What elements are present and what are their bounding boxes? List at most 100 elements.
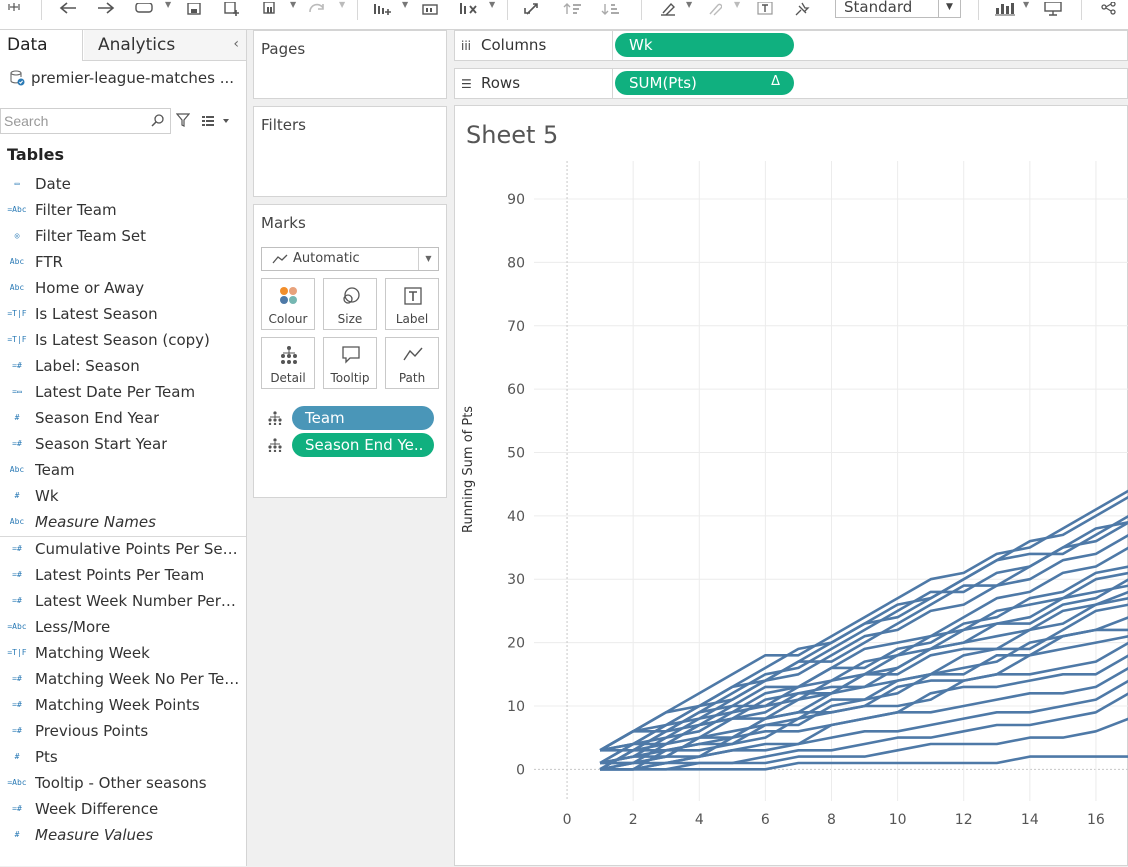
swap-icon[interactable]	[522, 0, 544, 18]
pin-icon[interactable]	[792, 0, 812, 18]
clear-caret-icon[interactable]: ▼	[489, 0, 496, 9]
share-icon[interactable]	[1099, 0, 1119, 18]
show-me-caret-icon[interactable]: ▼	[1023, 0, 1030, 9]
field-item[interactable]: =T|F Matching Week	[0, 641, 246, 667]
series-line[interactable]	[599, 521, 1128, 752]
season-end-year-pill[interactable]: Season End Ye..	[292, 433, 434, 457]
size-button[interactable]: Size	[323, 278, 377, 330]
new-dashboard-icon[interactable]	[261, 0, 279, 18]
field-item[interactable]: ▭ Date	[0, 172, 246, 198]
sheet-title[interactable]: Sheet 5	[466, 121, 559, 149]
field-item[interactable]: # Measure Values	[0, 823, 246, 849]
collapse-pane-icon[interactable]: ‹	[233, 36, 239, 52]
filters-card[interactable]: Filters	[253, 106, 447, 197]
columns-shelf[interactable]: iii Columns Wk	[454, 30, 1128, 61]
series-line[interactable]	[599, 489, 1128, 752]
pages-card[interactable]: Pages	[253, 30, 447, 99]
view-options-icon[interactable]	[202, 116, 230, 126]
tooltip-button[interactable]: Tooltip	[323, 337, 377, 389]
series-line[interactable]	[599, 590, 1128, 765]
sum-pts-pill[interactable]: SUM(Pts) Δ	[615, 71, 794, 95]
series-line[interactable]	[599, 495, 1128, 752]
series-line[interactable]	[599, 666, 1128, 771]
series-line[interactable]	[599, 533, 1128, 765]
field-item[interactable]: =# Latest Week Number Per T...	[0, 589, 246, 615]
field-item[interactable]: # Pts	[0, 745, 246, 771]
field-item[interactable]: =T|F Is Latest Season	[0, 302, 246, 328]
duplicate-icon[interactable]	[421, 0, 441, 18]
tableau-logo-icon[interactable]	[6, 0, 22, 18]
wk-pill[interactable]: Wk	[615, 33, 794, 57]
field-item[interactable]: =# Matching Week Points	[0, 693, 246, 719]
series-line[interactable]	[600, 755, 1128, 771]
presentation-icon[interactable]	[1043, 0, 1063, 18]
clear-icon[interactable]	[458, 0, 480, 18]
colour-button[interactable]: Colour	[261, 278, 315, 330]
field-item[interactable]: Abc FTR	[0, 250, 246, 276]
field-item[interactable]: =▭ Latest Date Per Team	[0, 380, 246, 406]
new-sheet-caret-icon[interactable]: ▼	[290, 0, 297, 9]
show-me-icon[interactable]	[994, 0, 1016, 18]
save-icon[interactable]	[185, 0, 203, 18]
sort-desc-icon[interactable]	[600, 0, 622, 18]
field-item[interactable]: # Wk	[0, 484, 246, 510]
datasource-caret-icon[interactable]: ▼	[165, 0, 172, 9]
series-line[interactable]	[599, 603, 1128, 771]
series-line[interactable]	[599, 514, 1128, 752]
mark-type-select[interactable]: Automatic ▼	[261, 247, 439, 271]
series-line[interactable]	[600, 692, 1128, 771]
tab-analytics[interactable]: Analytics	[84, 30, 246, 60]
line-chart[interactable]: 0 10 20 30 40 50 60 70 80 90 0 2 4 6 8 10 12 14 16	[455, 106, 1128, 867]
refresh-icon[interactable]	[306, 0, 328, 18]
sort-asc-icon[interactable]	[562, 0, 584, 18]
add-data-caret-icon[interactable]: ▼	[402, 0, 409, 9]
path-button[interactable]: Path	[385, 337, 439, 389]
refresh-caret-icon[interactable]: ▼	[339, 0, 346, 9]
fit-select-value: Standard	[844, 0, 913, 16]
field-name: Week Difference	[35, 800, 159, 818]
undo-icon[interactable]	[58, 0, 78, 18]
highlight-icon[interactable]	[658, 0, 678, 18]
field-item[interactable]: =# Previous Points	[0, 719, 246, 745]
field-item[interactable]: =T|F Is Latest Season (copy)	[0, 328, 246, 354]
field-item[interactable]: # Season End Year	[0, 406, 246, 432]
highlight-caret-icon[interactable]: ▼	[686, 0, 693, 9]
series-line[interactable]	[600, 717, 1128, 771]
field-item[interactable]: =Abc Tooltip - Other seasons	[0, 771, 246, 797]
attachment-icon[interactable]	[704, 0, 724, 18]
field-item[interactable]: =# Label: Season	[0, 354, 246, 380]
field-item[interactable]: Abc Team	[0, 458, 246, 484]
datasource-icon[interactable]	[134, 0, 154, 18]
new-sheet-icon[interactable]	[223, 0, 241, 18]
fit-select[interactable]: Standard ▼	[835, 0, 961, 18]
field-item[interactable]: =Abc Filter Team	[0, 198, 246, 224]
team-pill[interactable]: Team	[292, 406, 434, 430]
y-tick-label: 60	[507, 382, 525, 398]
field-item[interactable]: Abc Home or Away	[0, 276, 246, 302]
add-data-icon[interactable]	[372, 0, 394, 18]
field-item[interactable]: =# Latest Points Per Team	[0, 563, 246, 589]
field-item[interactable]: ◎ Filter Team Set	[0, 224, 246, 250]
chevron-down-icon[interactable]: ▼	[938, 0, 960, 17]
label-toggle-icon[interactable]	[755, 0, 775, 18]
search-input[interactable]: Search	[0, 108, 171, 134]
field-item[interactable]: =# Week Difference	[0, 797, 246, 823]
series-line[interactable]	[599, 565, 1128, 765]
series-line[interactable]	[599, 641, 1128, 765]
rows-shelf[interactable]: ☰ Rows SUM(Pts) Δ	[454, 68, 1128, 99]
field-item[interactable]: Abc Measure Names	[0, 510, 246, 536]
series-line[interactable]	[600, 628, 1128, 771]
series-line[interactable]	[600, 654, 1128, 771]
tab-data[interactable]: Data	[0, 30, 83, 61]
datasource-item[interactable]: premier-league-matches ...	[0, 68, 247, 92]
field-item[interactable]: =Abc Less/More	[0, 615, 246, 641]
label-button[interactable]: Label	[385, 278, 439, 330]
redo-icon[interactable]	[96, 0, 116, 18]
field-item[interactable]: =# Cumulative Points Per Seas...	[0, 537, 246, 563]
attachment-caret-icon[interactable]: ▼	[734, 0, 741, 9]
field-item[interactable]: =# Matching Week No Per Tea...	[0, 667, 246, 693]
field-item[interactable]: =# Season Start Year	[0, 432, 246, 458]
filter-icon[interactable]	[176, 113, 190, 127]
series-line[interactable]	[600, 679, 1128, 765]
detail-button[interactable]: Detail	[261, 337, 315, 389]
